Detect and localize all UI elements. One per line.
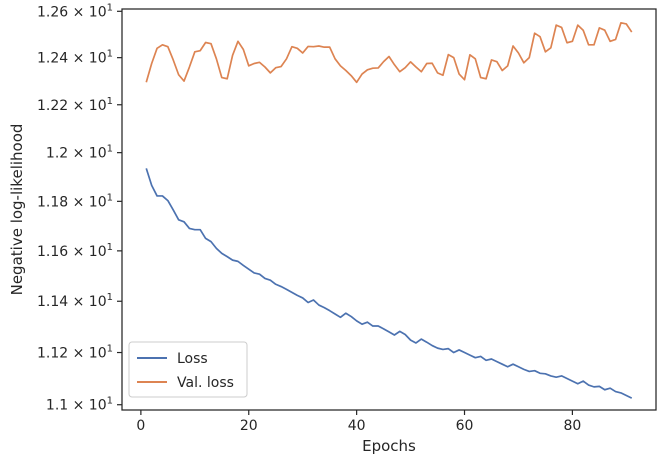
series-layer	[145, 21, 633, 399]
legend-box	[128, 341, 248, 398]
x-axis: 0 20 40 60 80	[136, 410, 581, 434]
series-line-loss	[145, 168, 633, 399]
series-line-val-loss	[145, 21, 633, 84]
y-tick-label: 1.14 × 101	[37, 292, 113, 310]
y-tick-label: 1.26 × 101	[37, 2, 113, 20]
legend: Loss Val. loss	[128, 341, 248, 398]
x-tick-label: 0	[136, 418, 145, 434]
y-tick-label: 1.22 × 101	[37, 96, 113, 114]
y-tick-label: 1.12 × 101	[37, 344, 113, 362]
y-tick-label: 1.16 × 101	[37, 242, 113, 260]
x-axis-title: Epochs	[362, 437, 416, 455]
x-tick-label: 20	[240, 418, 258, 434]
x-tick-label: 80	[563, 418, 581, 434]
y-axis: 1.1 × 101 1.12 × 101 1.14 × 101 1.16 × 101 1…	[37, 2, 122, 414]
y-tick-label: 1.2 × 101	[46, 144, 113, 162]
x-tick-label: 60	[456, 418, 474, 434]
legend-loss-label: Loss	[177, 351, 208, 367]
y-tick-label: 1.24 × 101	[37, 49, 113, 67]
y-tick-label: 1.18 × 101	[37, 192, 113, 210]
y-axis-title: Negative log-likelihood	[8, 124, 26, 296]
legend-val-loss-label: Val. loss	[177, 375, 234, 391]
plot-frame	[121, 8, 657, 411]
x-tick-label: 40	[348, 418, 366, 434]
y-tick-label: 1.1 × 101	[46, 396, 113, 414]
